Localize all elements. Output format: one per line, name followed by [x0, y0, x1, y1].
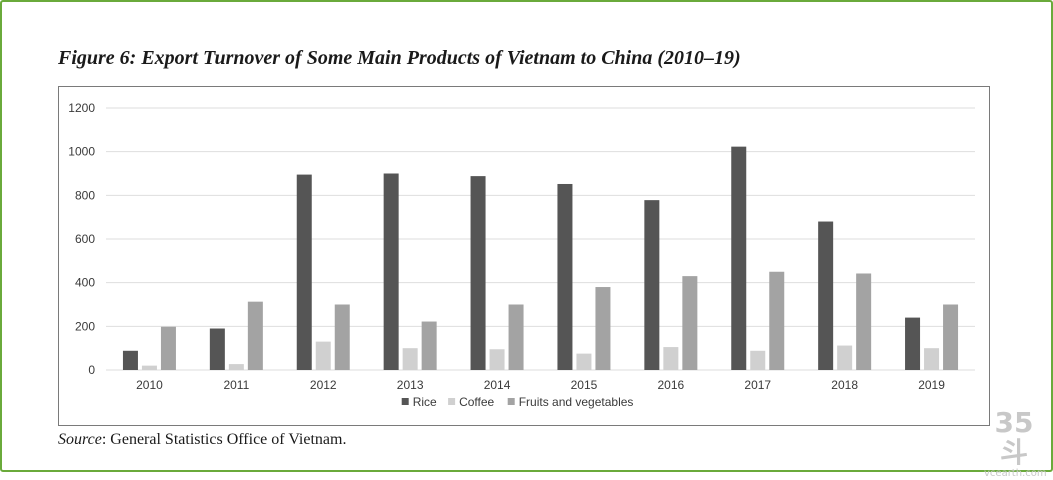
source-label: Source [58, 431, 102, 448]
bar-coffee-2014 [489, 349, 505, 370]
bar-rice-2018 [818, 221, 834, 370]
x-tick-label: 2013 [397, 378, 424, 392]
legend-swatch-rice [401, 398, 409, 405]
bar-rice-2017 [731, 146, 747, 370]
x-tick-label: 2019 [918, 378, 945, 392]
figure-title: Figure 6: Export Turnover of Some Main P… [58, 47, 741, 69]
bar-coffee-2015 [576, 353, 592, 370]
x-tick-label: 2011 [223, 378, 249, 392]
bar-coffee-2018 [837, 345, 853, 370]
x-tick-label: 2010 [136, 378, 163, 392]
bar-rice-2014 [470, 176, 486, 370]
watermark-site: vcearth.com [984, 468, 1047, 479]
bar-coffee-2013 [402, 348, 418, 370]
y-tick-label: 400 [75, 276, 95, 290]
legend-swatch-fruits-and-vegetables [507, 398, 515, 405]
source-note: Source: General Statistics Office of Vie… [58, 431, 346, 449]
bar-fruits-and-vegetables-2013 [421, 321, 437, 370]
x-tick-label: 2016 [657, 378, 684, 392]
x-tick-label: 2017 [744, 378, 771, 392]
bar-coffee-2019 [924, 348, 940, 370]
bar-rice-2019 [905, 317, 921, 370]
y-tick-label: 0 [88, 363, 95, 377]
x-tick-label: 2018 [831, 378, 858, 392]
watermark-mark: 35斗 [994, 406, 1034, 469]
bar-fruits-and-vegetables-2018 [856, 273, 872, 370]
export-turnover-chart: 0 200 400 600 800 1000 1200 2010 2011 2012 2013 201… [68, 101, 975, 409]
bar-coffee-2011 [228, 364, 244, 370]
x-tick-label: 2014 [484, 378, 511, 392]
legend-label: Fruits and vegetables [519, 395, 634, 409]
y-tick-label: 1200 [68, 101, 95, 115]
legend-swatch-coffee [448, 398, 456, 405]
y-tick-label: 800 [75, 188, 95, 202]
bar-fruits-and-vegetables-2014 [508, 304, 524, 370]
bar-coffee-2010 [141, 365, 157, 370]
bar-rice-2013 [383, 173, 399, 370]
y-tick-label: 600 [75, 232, 95, 246]
bar-coffee-2017 [750, 350, 766, 370]
x-tick-label: 2012 [310, 378, 337, 392]
bar-coffee-2012 [315, 341, 331, 370]
bar-rice-2010 [122, 350, 138, 370]
bar-fruits-and-vegetables-2011 [247, 301, 263, 370]
source-text: : General Statistics Office of Vietnam. [101, 431, 347, 448]
bar-fruits-and-vegetables-2012 [334, 304, 350, 370]
x-tick-label: 2015 [571, 378, 598, 392]
legend-label: Coffee [459, 395, 494, 409]
bar-fruits-and-vegetables-2010 [160, 326, 176, 370]
watermark-logo: 35斗 vcearth.com [984, 406, 1047, 480]
bar-coffee-2016 [663, 347, 679, 370]
bar-fruits-and-vegetables-2019 [943, 304, 959, 370]
bar-rice-2015 [557, 183, 573, 370]
y-tick-label: 1000 [68, 145, 95, 159]
bar-rice-2011 [209, 328, 225, 370]
bar-rice-2012 [296, 174, 312, 370]
chart-area: 0 200 400 600 800 1000 1200 2010 2011 2012 2013 201… [58, 86, 990, 426]
legend-label: Rice [413, 395, 437, 409]
y-tick-label: 200 [75, 319, 95, 333]
bar-fruits-and-vegetables-2017 [769, 271, 785, 370]
bar-fruits-and-vegetables-2016 [682, 276, 698, 370]
bar-fruits-and-vegetables-2015 [595, 287, 611, 370]
bar-rice-2016 [644, 200, 660, 370]
